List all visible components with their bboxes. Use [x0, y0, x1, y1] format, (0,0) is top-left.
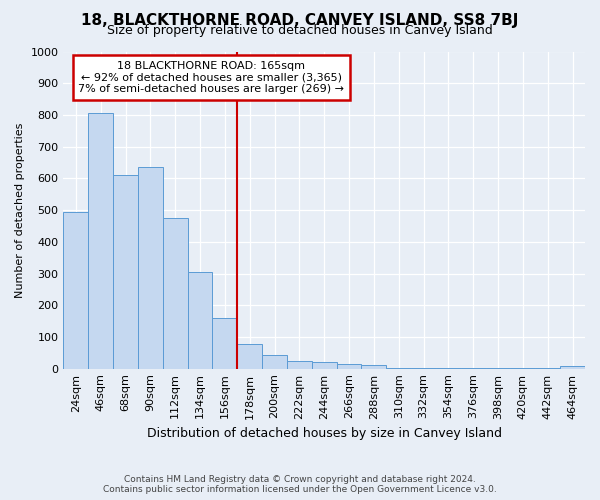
Text: Contains HM Land Registry data © Crown copyright and database right 2024.
Contai: Contains HM Land Registry data © Crown c…	[103, 474, 497, 494]
Bar	[163, 218, 188, 368]
Bar	[312, 362, 337, 368]
Bar	[237, 344, 262, 368]
Text: 18 BLACKTHORNE ROAD: 165sqm
← 92% of detached houses are smaller (3,365)
7% of s: 18 BLACKTHORNE ROAD: 165sqm ← 92% of det…	[78, 61, 344, 94]
Bar	[113, 175, 138, 368]
Bar	[64, 212, 88, 368]
Bar	[262, 355, 287, 368]
Text: 18, BLACKTHORNE ROAD, CANVEY ISLAND, SS8 7BJ: 18, BLACKTHORNE ROAD, CANVEY ISLAND, SS8…	[82, 12, 518, 28]
Bar	[188, 272, 212, 368]
Y-axis label: Number of detached properties: Number of detached properties	[15, 122, 25, 298]
Bar	[287, 361, 312, 368]
X-axis label: Distribution of detached houses by size in Canvey Island: Distribution of detached houses by size …	[147, 427, 502, 440]
Text: Size of property relative to detached houses in Canvey Island: Size of property relative to detached ho…	[107, 24, 493, 37]
Bar	[88, 114, 113, 368]
Bar	[138, 168, 163, 368]
Bar	[337, 364, 361, 368]
Bar	[361, 365, 386, 368]
Bar	[212, 318, 237, 368]
Bar	[560, 366, 585, 368]
